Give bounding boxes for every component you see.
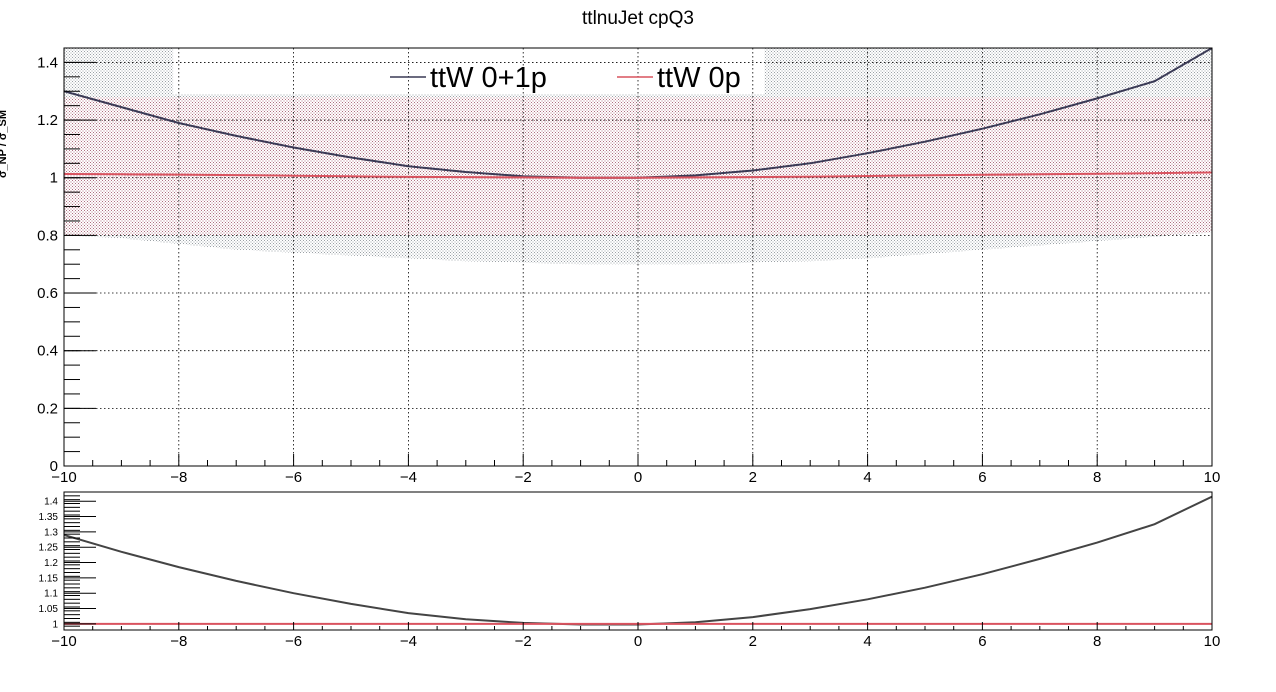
y-tick-label: 1.35: [39, 512, 59, 523]
ratio-plot-panel: −10 −8 −6 −4 −2 0 2 4 6 8 10 1 1.05 1.1 1.15 1.2 1.25 1.…: [39, 491, 1221, 650]
x-tick-label: −6: [285, 469, 302, 486]
uncertainty-band-ttw-0p: [64, 97, 1212, 236]
x-tick-label: 6: [978, 469, 986, 486]
x-tick-label: −2: [515, 469, 532, 486]
ratio-plot-frame: [63, 491, 1213, 631]
x-tick-label: −10: [51, 633, 76, 650]
y-tick-label: 1.1: [44, 589, 58, 600]
y-tick-label: 1.4: [44, 497, 58, 508]
x-tick-label: 10: [1204, 469, 1221, 486]
y-tick-label: 1.3: [44, 527, 58, 538]
x-tick-label: 6: [978, 633, 986, 650]
x-tick-label: 2: [749, 633, 757, 650]
x-tick-label: −10: [51, 469, 76, 486]
y-tick-label: 0.6: [37, 285, 58, 302]
y-tick-label: 1.4: [37, 54, 58, 71]
legend-background: [173, 48, 765, 95]
x-tick-label: 10: [1204, 633, 1221, 650]
x-tick-label: 4: [863, 469, 871, 486]
legend-entry-ttw-0-1p: ttW 0+1p: [430, 62, 547, 94]
x-tick-label: −4: [400, 469, 417, 486]
legend: ttW 0+1p ttW 0p: [390, 62, 741, 94]
y-tick-label: 1.25: [39, 543, 59, 554]
y-tick-label: 1: [50, 170, 58, 187]
y-axis-label: σ_NP / σ_SM: [0, 110, 9, 178]
x-tick-label: 4: [863, 633, 871, 650]
x-tick-label: 8: [1093, 469, 1101, 486]
y-tick-label: 1.05: [39, 604, 59, 615]
x-tick-label: 2: [749, 469, 757, 486]
y-tick-label: 1.2: [37, 112, 58, 129]
legend-entry-ttw-0p: ttW 0p: [657, 62, 741, 94]
x-tick-label: −8: [170, 469, 187, 486]
y-tick-label: 0.4: [37, 343, 58, 360]
y-tick-label: 0.8: [37, 227, 58, 244]
series-line-ttw-0-1p: [64, 495, 1212, 626]
y-tick-label: 1.2: [44, 558, 58, 569]
main-plot-panel: −10 −8 −6 −4 −2 0 2 4 6 8 10 00.20.40.60.811.21.4 …: [37, 47, 1221, 486]
x-tick-label: 0: [634, 633, 642, 650]
x-tick-label: −2: [515, 633, 532, 650]
x-tick-label: −8: [170, 633, 187, 650]
x-tick-label: 8: [1093, 633, 1101, 650]
y-tick-label: 1.15: [39, 573, 59, 584]
series-line-ttw-0p: [64, 171, 1212, 179]
x-tick-label: 0: [634, 469, 642, 486]
x-tick-label: −4: [400, 633, 417, 650]
y-tick-label: 0: [50, 458, 58, 475]
chart-title: ttlnuJet cpQ3: [582, 8, 694, 29]
x-tick-label: −6: [285, 633, 302, 650]
y-tick-label: 0.2: [37, 400, 58, 417]
y-tick-label: 1: [52, 619, 58, 630]
